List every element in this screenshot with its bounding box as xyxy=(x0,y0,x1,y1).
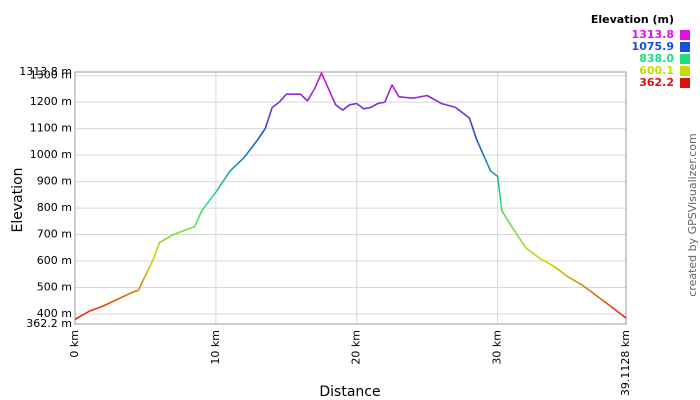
y-tick-label: 1000 m xyxy=(30,148,72,161)
y-tick-label: 362.2 m xyxy=(26,317,72,330)
y-tick-label: 800 m xyxy=(37,201,72,214)
credit: created by GPSVisualizer.com xyxy=(686,133,699,296)
legend-swatch xyxy=(680,66,690,76)
legend-swatch xyxy=(680,42,690,52)
x-axis-title: Distance xyxy=(319,384,380,400)
x-tick-label: 0 km xyxy=(68,330,81,358)
y-tick-label: 400 m xyxy=(37,307,72,320)
legend-label: 838.0 xyxy=(639,52,674,65)
x-tick-label: 20 km xyxy=(350,330,363,365)
legend-label: 1075.9 xyxy=(632,40,674,53)
x-tick-label: 30 km xyxy=(491,330,504,365)
plot-frame xyxy=(74,71,627,325)
legend-label: 600.1 xyxy=(639,64,674,77)
y-tick-label: 600 m xyxy=(37,254,72,267)
x-tick-label: 10 km xyxy=(209,330,222,365)
y-axis-title: Elevation xyxy=(10,167,26,232)
legend-swatch xyxy=(680,78,690,88)
legend-label: 1313.8 xyxy=(632,28,674,41)
y-tick-label: 1200 m xyxy=(30,95,72,108)
y-tick-label: 700 m xyxy=(37,228,72,241)
y-tick-label: 1100 m xyxy=(30,122,72,135)
legend-swatch xyxy=(680,54,690,64)
legend-title: Elevation (m) xyxy=(591,13,674,26)
y-tick-label: 500 m xyxy=(37,281,72,294)
elevation-line xyxy=(74,72,627,320)
y-tick-label: 1313.8 m xyxy=(19,65,72,78)
legend-label: 362.2 xyxy=(639,76,674,89)
x-tick-label: 39.1128 km xyxy=(619,330,632,396)
legend-swatch xyxy=(680,30,690,40)
y-tick-label: 1300 m xyxy=(30,69,72,82)
y-tick-label: 900 m xyxy=(37,175,72,188)
